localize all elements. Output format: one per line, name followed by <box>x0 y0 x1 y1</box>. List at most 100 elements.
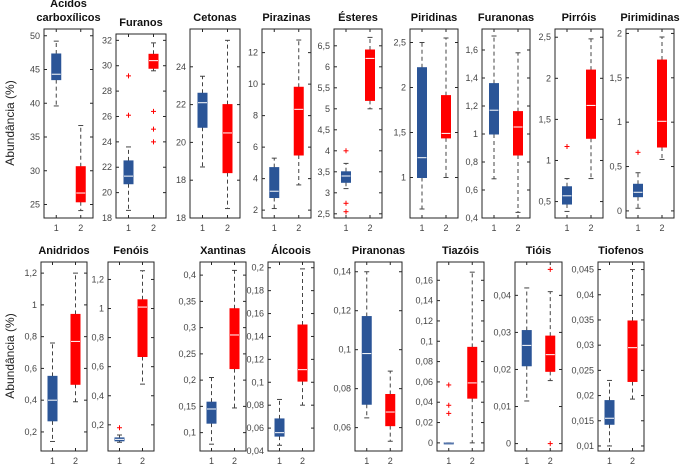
box-group-1 <box>206 401 217 424</box>
y-tick-label: 12 <box>248 48 258 58</box>
y-tick-label: 1,2 <box>91 274 104 284</box>
y-tick-label: 0,5 <box>538 197 551 207</box>
box-group-1 <box>341 171 351 183</box>
y-tick-label: 35 <box>30 132 40 142</box>
box-group-2 <box>657 59 667 148</box>
y-tick-label: 50 <box>30 31 40 41</box>
y-tick-label: 0,04 <box>576 290 594 300</box>
y-tick-label: 6 <box>325 62 330 72</box>
box-group-2 <box>297 324 308 382</box>
panel-title: Xantinas <box>200 245 246 257</box>
panel-pirimidinas: Pirimidinas 0 0,5 1 1,5 2 1 2 <box>609 12 679 233</box>
outlier-marker <box>343 148 349 154</box>
x-tick-label: 1 <box>277 456 282 466</box>
y-tick-label: 0 <box>617 206 622 216</box>
y-tick-label: 5 <box>325 104 330 114</box>
x-tick-label: 1 <box>50 456 55 466</box>
y-tick-label: 0,6 <box>465 185 478 195</box>
x-tick-label: 2 <box>367 223 372 233</box>
box-group-1 <box>51 53 62 81</box>
y-tick-label: 28 <box>102 86 112 96</box>
y-tick-label: 0,14 <box>246 331 264 341</box>
box-group-1 <box>123 160 134 185</box>
y-tick-label: 1 <box>617 117 622 127</box>
x-tick-label: 1 <box>209 456 214 466</box>
y-tick-label: 24 <box>102 137 112 147</box>
panel-pirróis: Pirróis 0,5 1 1,5 2 2,5 1 2 <box>538 12 604 233</box>
y-tick-label: 18 <box>176 175 186 185</box>
panel-piranonas: Piranonas 0,06 0,08 0,1 0,12 0,14 1 2 <box>333 245 405 466</box>
y-tick-label: 0,12 <box>415 316 433 326</box>
y-tick-label: 2 <box>546 73 551 83</box>
y-tick-label: 6,5 <box>317 41 330 51</box>
y-tick-label: 0,04 <box>246 446 264 456</box>
y-tick-label: 1 <box>99 304 104 314</box>
panel-cetonas: Cetonas 18 18 20 22 24 1 2 <box>176 12 241 233</box>
panel-title: Furanos <box>119 17 162 29</box>
outlier-marker <box>117 425 122 431</box>
y-tick-label: 0,035 <box>571 315 594 325</box>
box-group-2 <box>75 166 86 203</box>
y-tick-label: 1,2 <box>24 268 37 278</box>
outlier-marker <box>446 382 452 388</box>
y-tick-label: 4 <box>253 174 258 184</box>
y-tick-label: 0,8 <box>24 332 37 342</box>
y-tick-label: 0,08 <box>333 384 351 394</box>
x-tick-label: 1 <box>564 223 569 233</box>
y-tick-label: 0,045 <box>571 265 594 275</box>
panel-ésteres: Ésteres 2,5 3 3,5 4 4,5 5 5,5 6 6,5 1 2 <box>317 11 383 233</box>
y-tick-label: 1 <box>546 155 551 165</box>
panel-title: Furanonas <box>478 12 534 24</box>
y-tick-label: 0,3 <box>183 323 196 333</box>
y-tick-label: 1,5 <box>609 73 622 83</box>
panel-title: Ésteres <box>338 11 378 24</box>
x-tick-label: 2 <box>140 456 145 466</box>
y-tick-label: 22 <box>176 100 186 110</box>
x-tick-label: 1 <box>272 223 277 233</box>
y-tick-label: 0,01 <box>576 441 594 451</box>
y-tick-label: 0,01 <box>493 402 511 412</box>
y-tick-label: 4 <box>325 146 330 156</box>
box-group-2 <box>513 111 523 156</box>
y-tick-label: 40 <box>30 98 40 108</box>
y-tick-label: 4,5 <box>317 125 330 135</box>
y-tick-label: 32 <box>102 35 112 45</box>
y-tick-label: 0,2 <box>183 375 196 385</box>
y-tick-label: 22 <box>102 162 112 172</box>
y-tick-label: 0,35 <box>178 296 196 306</box>
box-group-2 <box>385 393 396 427</box>
x-tick-label: 2 <box>630 456 635 466</box>
outlier-marker <box>343 200 349 206</box>
y-tick-label: 0,08 <box>415 357 433 367</box>
y-tick-label: 0 <box>506 439 511 449</box>
panel-title: Anidridos <box>38 245 89 257</box>
x-tick-label: 2 <box>73 456 78 466</box>
y-tick-label: 0,03 <box>576 340 594 350</box>
x-tick-label: 2 <box>443 223 448 233</box>
x-tick-label: 2 <box>151 223 156 233</box>
y-tick-label: 45 <box>30 65 40 75</box>
y-tick-label: 1,5 <box>393 128 406 138</box>
y-tick-label: 0,03 <box>493 327 511 337</box>
panel-title: Piranonas <box>352 245 405 257</box>
x-tick-label: 1 <box>491 223 496 233</box>
box-group-2 <box>222 104 233 174</box>
box-group-2 <box>293 86 304 156</box>
y-tick-label: 1,2 <box>465 101 478 111</box>
x-tick-label: 2 <box>548 456 553 466</box>
panel-ácidos-carboxílicos: Ácidos carboxílicos 25 30 35 40 45 50 1 2 <box>30 0 101 233</box>
y-tick-label: 0,2 <box>91 420 104 430</box>
y-tick-label: 0,015 <box>571 416 594 426</box>
y-tick-label: 0,12 <box>246 354 264 364</box>
y-tick-label: 0,025 <box>571 365 594 375</box>
y-tick-label: 0,06 <box>246 423 264 433</box>
y-axis-label-top-row: Abundância (%) <box>3 80 17 165</box>
panel-tiazóis: Tiazóis 0 0,02 0,04 0,06 0,08 0,1 0,12 0,14 0,16 1… <box>415 245 485 466</box>
panel-title: Pirazinas <box>262 12 310 24</box>
x-tick-label: 2 <box>388 456 393 466</box>
y-tick-label: 1,4 <box>465 73 478 83</box>
box-group-2 <box>545 335 556 372</box>
panel-title: Cetonas <box>193 12 236 24</box>
panel-title: Pirróis <box>562 12 597 24</box>
